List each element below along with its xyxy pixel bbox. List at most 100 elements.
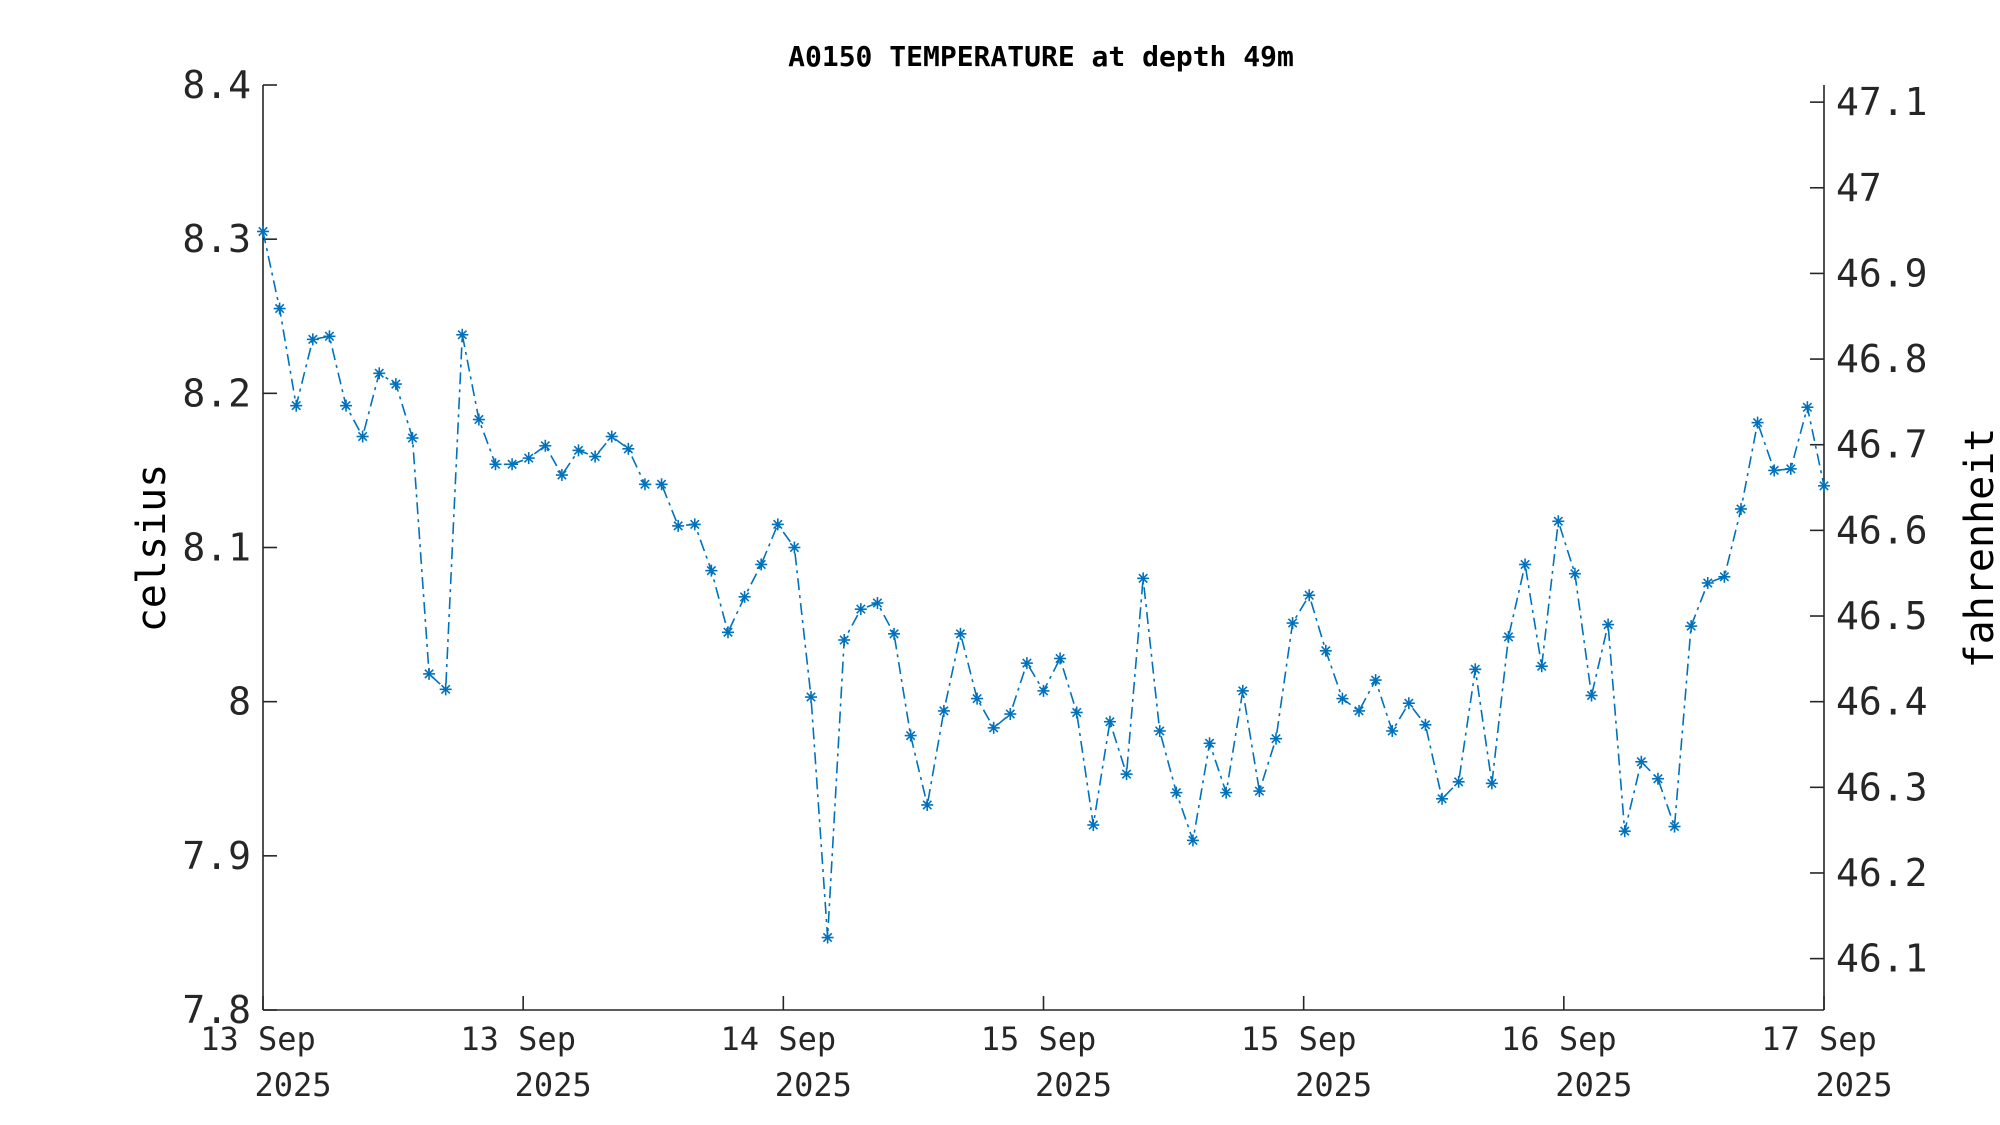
data-point [871,597,884,609]
data-point [854,603,867,616]
data-point [1386,724,1399,737]
y2-axis-label: fahrenheit [1957,428,2000,669]
series-markers [257,225,1830,944]
data-point [1535,660,1548,673]
data-point [1286,617,1299,630]
data-point [838,634,851,646]
right-tick-label: 46.5 [1836,594,1928,638]
data-point [1170,786,1183,799]
left-tick-label: 8.1 [182,526,251,570]
data-point [688,518,701,531]
data-point [1020,657,1033,670]
data-point [1552,515,1565,528]
data-point [439,683,452,696]
left-tick-label: 8 [228,680,251,724]
x-tick-year: 2025 [1815,1066,1892,1104]
data-point [506,458,519,471]
data-point [638,478,651,491]
data-point [1734,502,1747,515]
data-point [888,627,901,640]
data-point [356,430,369,443]
data-point [1419,718,1432,731]
data-point [1054,652,1067,665]
x-tick-year: 2025 [1035,1066,1112,1104]
data-point [572,444,585,457]
data-point [1519,558,1532,571]
right-tick-label: 46.8 [1836,337,1928,381]
data-point [721,626,734,639]
data-point [456,328,469,341]
data-point [1087,819,1100,831]
data-point [589,450,602,463]
data-point [1751,416,1764,429]
data-point [257,225,269,238]
data-point [539,439,552,452]
data-point [1768,464,1781,477]
x-tick-day: 15 Sep [981,1020,1097,1058]
data-point [423,667,436,680]
x-tick-day: 16 Sep [1501,1020,1617,1058]
data-point [290,399,303,412]
right-tick-label: 46.2 [1836,851,1928,895]
data-point [1336,692,1349,705]
data-point [1269,732,1282,745]
data-point [954,627,967,640]
data-point [1502,630,1515,643]
data-point [1701,576,1714,589]
data-point [904,729,917,742]
right-tick-label: 47.1 [1836,80,1928,124]
data-point [937,704,950,717]
data-point [306,333,319,346]
x-tick-year: 2025 [775,1066,852,1104]
left-tick-label: 7.8 [182,988,251,1032]
data-point [340,399,353,412]
x-tick-year: 2025 [254,1066,331,1104]
data-point [1402,697,1415,710]
x-tick-year: 2025 [1295,1066,1372,1104]
data-point [738,590,751,603]
data-point [1004,708,1017,720]
data-point [1303,589,1316,602]
x-axis: 13 Sep 2025 13 Sep 2025 14 Sep 2025 15 Sep 2025… [200,996,1893,1104]
data-point [1485,777,1498,790]
data-point [771,518,784,531]
data-point [1635,755,1648,768]
x-tick-day: 17 Sep [1761,1020,1877,1058]
data-point [1037,684,1050,697]
y-axis-label: celsius [129,464,175,633]
data-point [971,692,984,705]
data-point [672,519,685,532]
data-point [555,469,568,482]
right-tick-label: 46.3 [1836,765,1928,809]
data-point [622,442,635,455]
left-tick-label: 7.9 [182,834,251,878]
data-point [1568,567,1581,580]
data-point [1801,401,1814,414]
data-point [1436,792,1449,805]
data-point [1718,570,1731,583]
data-point [1220,786,1233,799]
data-point [1070,706,1083,719]
left-tick-label: 8.2 [182,371,251,415]
x-tick-day: 13 Sep [200,1020,316,1058]
x-tick-year: 2025 [515,1066,592,1104]
data-point [1353,704,1366,717]
data-point [805,691,818,704]
data-point [1369,674,1382,687]
data-point [821,931,834,944]
data-point [1153,724,1166,737]
data-point [1186,834,1199,847]
data-point [1452,775,1465,788]
data-point [1319,644,1332,657]
data-point [1585,689,1598,702]
x-tick-day: 15 Sep [1241,1020,1357,1058]
data-point [655,478,668,491]
left-y-axis: 7.8 7.9 8 8.1 8.2 8.3 8.4 [182,63,277,1032]
left-tick-label: 8.3 [182,217,251,261]
data-point [1618,825,1631,838]
data-point [1103,715,1116,728]
data-point [273,302,286,315]
data-point [788,541,801,554]
data-point [1120,768,1133,781]
